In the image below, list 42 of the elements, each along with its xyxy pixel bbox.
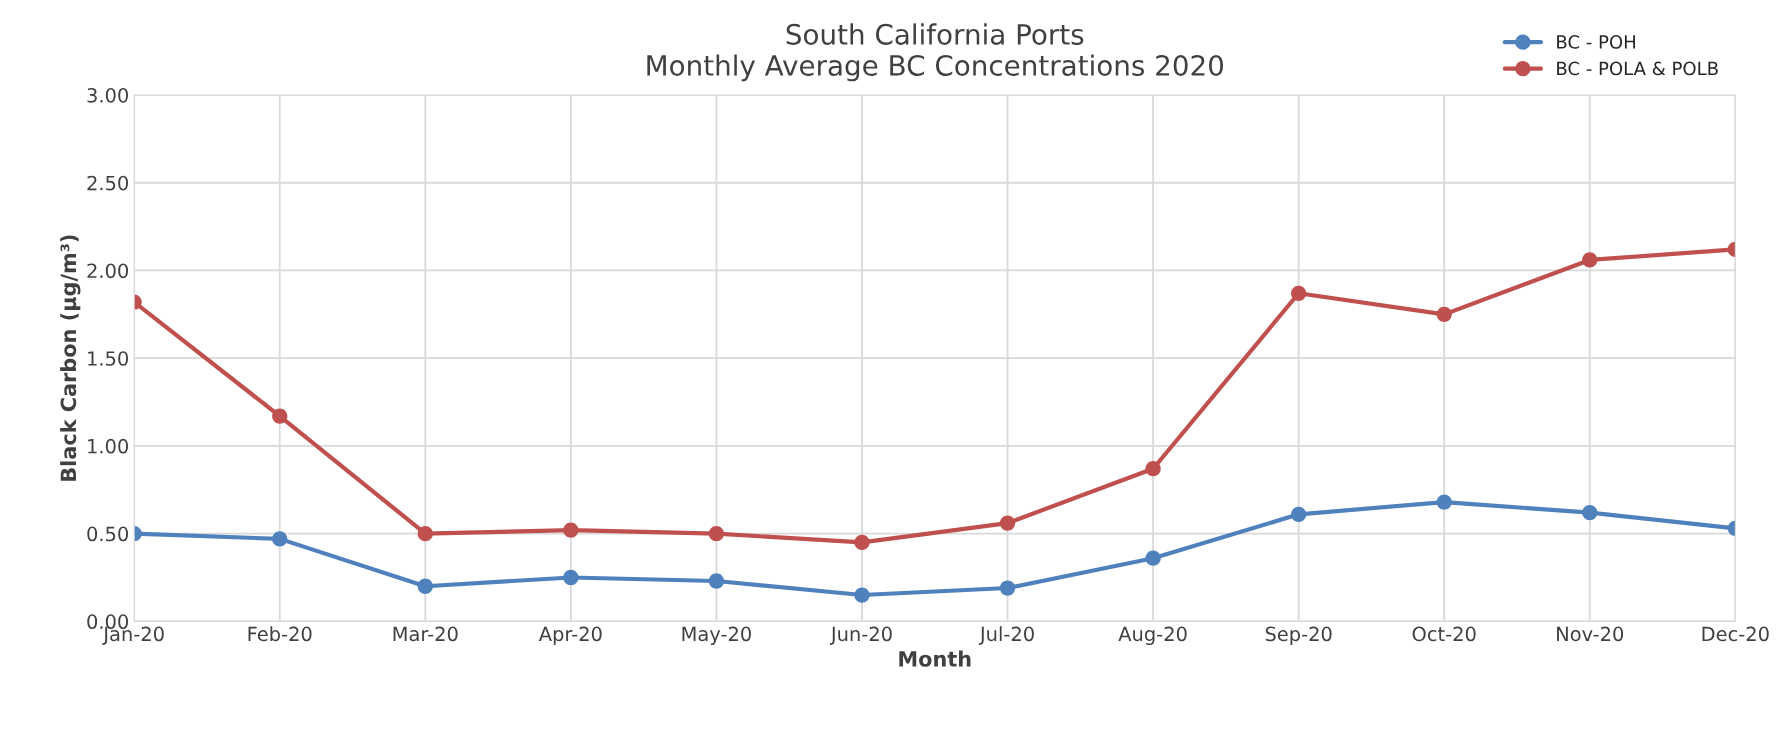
- y-tick-label: 2.50: [87, 175, 129, 191]
- point: [708, 525, 725, 542]
- chart-title: South California Ports Monthly Average BC Concentrations 2020: [647, 23, 1224, 82]
- point: [1291, 285, 1307, 301]
- y-tick-label: 1.50: [88, 351, 129, 366]
- point: [417, 525, 433, 542]
- point: [563, 522, 579, 538]
- x-tick-label: Jun-20: [829, 626, 892, 645]
- point: [1291, 506, 1307, 522]
- y-tick-label: 0.50: [87, 526, 129, 542]
- legend-label: BC - POLA & POLB: [1557, 61, 1718, 76]
- point: [999, 515, 1016, 531]
- point: [999, 580, 1016, 596]
- point: [1436, 494, 1452, 510]
- point: [854, 587, 870, 603]
- point: [1145, 461, 1161, 477]
- point: [708, 573, 725, 589]
- point: [272, 531, 288, 547]
- x-tick-label: Dec-20: [1702, 626, 1769, 642]
- point: [1582, 504, 1598, 521]
- y-tick-label: 3.00: [87, 87, 129, 103]
- y-tick-label: 1.00: [88, 438, 129, 454]
- y-tick-label: 2.00: [87, 263, 129, 279]
- point: [854, 534, 870, 551]
- point: [1436, 306, 1452, 322]
- x-tick-label: Mar-20: [393, 626, 458, 642]
- y-axis-title: Black Carbon (µg/m³): [60, 235, 81, 481]
- x-axis-title: Month: [899, 650, 971, 667]
- x-tick-label: Sep-20: [1265, 626, 1332, 646]
- point: [1582, 252, 1598, 268]
- legend-label: BC - POH: [1557, 35, 1635, 49]
- point: [417, 578, 433, 594]
- point: [1145, 550, 1161, 566]
- x-tick-label: Feb-20: [248, 626, 312, 642]
- x-tick-label: Apr-20: [538, 626, 602, 646]
- x-tick-label: May-20: [682, 626, 751, 646]
- point: [272, 408, 288, 424]
- x-tick-label: Nov-20: [1557, 626, 1624, 642]
- point: [563, 569, 579, 586]
- x-tick-label: Oct-20: [1412, 626, 1476, 642]
- x-tick-label: Jul-20: [978, 626, 1034, 645]
- x-tick-label: Aug-20: [1118, 626, 1187, 646]
